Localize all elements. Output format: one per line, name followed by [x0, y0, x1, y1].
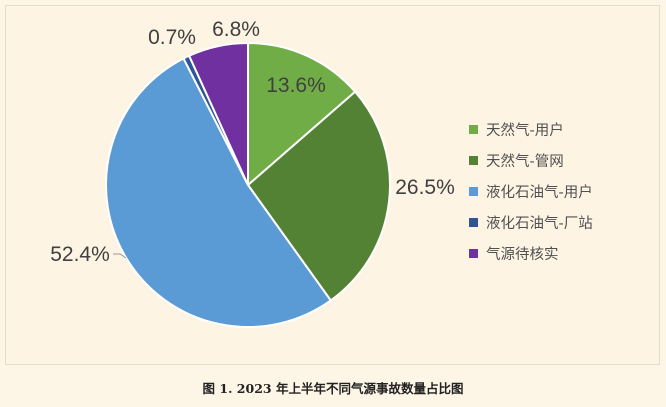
leader-line: [113, 253, 127, 259]
pie-slice-4: [187, 41, 249, 186]
pie-slice-0: [247, 41, 357, 188]
data-label: 13.6%: [266, 74, 326, 97]
legend-swatch: [469, 218, 478, 227]
data-label: 26.5%: [395, 176, 455, 199]
data-label: 0.7%: [148, 26, 196, 49]
legend-swatch: [469, 125, 478, 134]
chart-caption: 图 1. 2023 年上半年不同气源事故数量占比图: [202, 381, 464, 396]
legend-label: 气源待核实: [486, 246, 559, 263]
pie-slice-2: [105, 57, 333, 328]
legend-swatch: [469, 156, 478, 165]
legend-swatch: [469, 187, 478, 196]
legend-label: 液化石油气-用户: [486, 184, 593, 201]
legend-label: 天然气-用户: [486, 122, 564, 139]
legend-label: 天然气-管网: [486, 153, 564, 170]
legend-label: 液化石油气-厂站: [486, 215, 593, 232]
pie-slice-1: [246, 90, 391, 302]
data-label: 6.8%: [212, 18, 260, 41]
data-label: 52.4%: [50, 243, 110, 266]
legend-swatch: [469, 249, 478, 258]
